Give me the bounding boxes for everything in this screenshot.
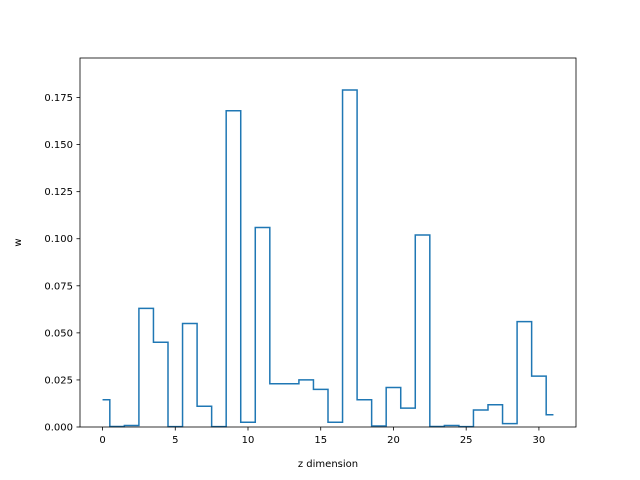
x-tick-label: 10 [242,435,255,446]
y-tick-label: 0.175 [44,93,73,104]
y-tick-label: 0.150 [44,140,73,151]
x-tick-label: 20 [387,435,400,446]
x-tick-label: 5 [172,435,178,446]
y-axis-ticks: 0.000 0.025 0.050 0.075 0.100 0.125 0.150 0.175 [44,93,80,434]
y-tick-label: 0.000 [44,423,73,434]
x-axis-ticks: 0 5 10 15 20 25 30 [99,427,545,446]
x-tick-label: 15 [314,435,327,446]
y-tick-label: 0.075 [44,281,73,292]
y-tick-label: 0.125 [44,187,73,198]
y-axis-label: w [13,238,24,246]
x-tick-label: 25 [460,435,473,446]
x-tick-label: 30 [533,435,546,446]
x-axis-label: z dimension [298,459,358,470]
y-tick-label: 0.025 [44,375,73,386]
x-tick-label: 0 [99,435,105,446]
plot-frame [79,57,577,428]
y-tick-label: 0.050 [44,328,73,339]
y-tick-label: 0.100 [44,234,73,245]
